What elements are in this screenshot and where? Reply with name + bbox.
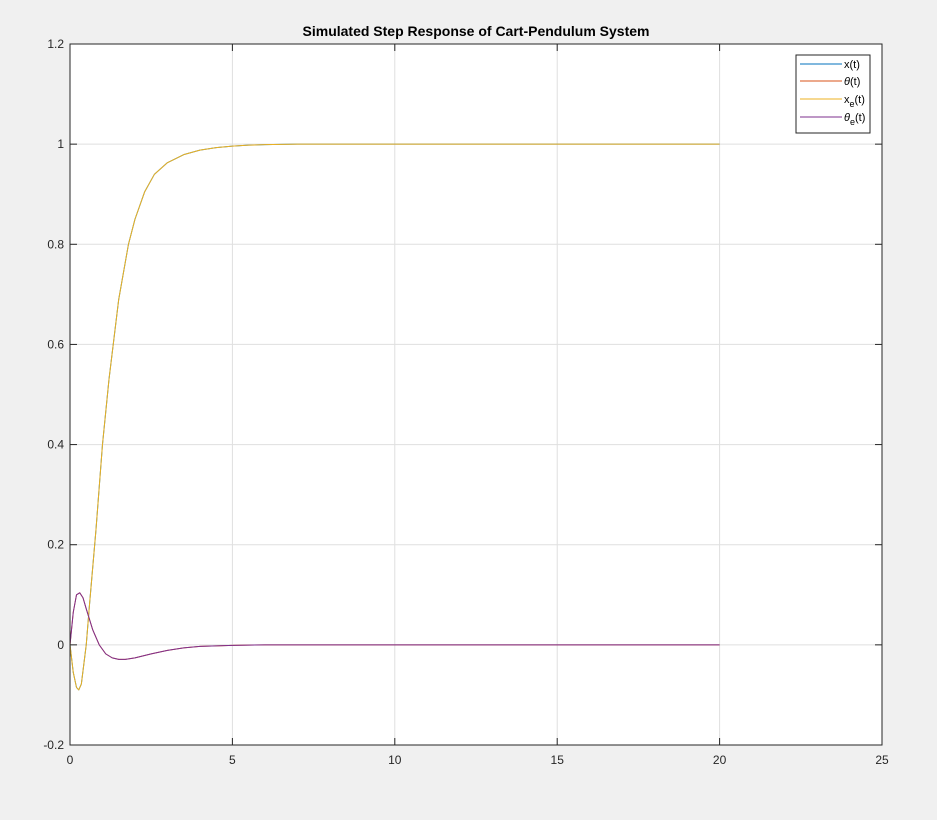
legend-label-3: θe(t) [844, 112, 865, 127]
series-line-2 [69, 143, 720, 691]
legend-label-1: θ(t) [844, 76, 860, 88]
series-lines [69, 143, 720, 691]
tick-marks [69, 43, 883, 746]
x-tick-label: 0 [67, 753, 74, 767]
x-tick-label: 20 [713, 753, 727, 767]
x-tick-label: 10 [388, 753, 402, 767]
y-tick-label: 1 [57, 137, 64, 151]
x-tick-labels: 0 5 10 15 20 25 [67, 753, 889, 767]
x-tick-label: 5 [229, 753, 236, 767]
y-tick-label: 0.6 [47, 337, 64, 351]
legend-label-0: x(t) [844, 59, 860, 71]
axes-background [70, 44, 882, 745]
y-tick-label: 0.2 [47, 538, 64, 552]
legend-box [795, 54, 871, 134]
x-tick-label: 25 [875, 753, 889, 767]
x-tick-label: 15 [551, 753, 565, 767]
y-tick-label: 0 [57, 638, 64, 652]
chart-title: Simulated Step Response of Cart-Pendulum… [303, 23, 650, 39]
legend-label-2: xe(t) [844, 94, 865, 109]
y-tick-label: -0.2 [43, 738, 64, 752]
y-tick-labels: -0.2 0 0.2 0.4 0.6 0.8 1 1.2 [43, 37, 64, 752]
legend: x(t) θ(t) xe(t) θe(t) [795, 54, 871, 134]
y-tick-label: 0.8 [47, 237, 64, 251]
y-tick-label: 0.4 [47, 438, 64, 452]
legend-entries: x(t) θ(t) xe(t) θe(t) [800, 59, 865, 127]
series-line-3 [69, 592, 720, 660]
axes-box [69, 43, 883, 746]
y-tick-label: 1.2 [47, 37, 64, 51]
